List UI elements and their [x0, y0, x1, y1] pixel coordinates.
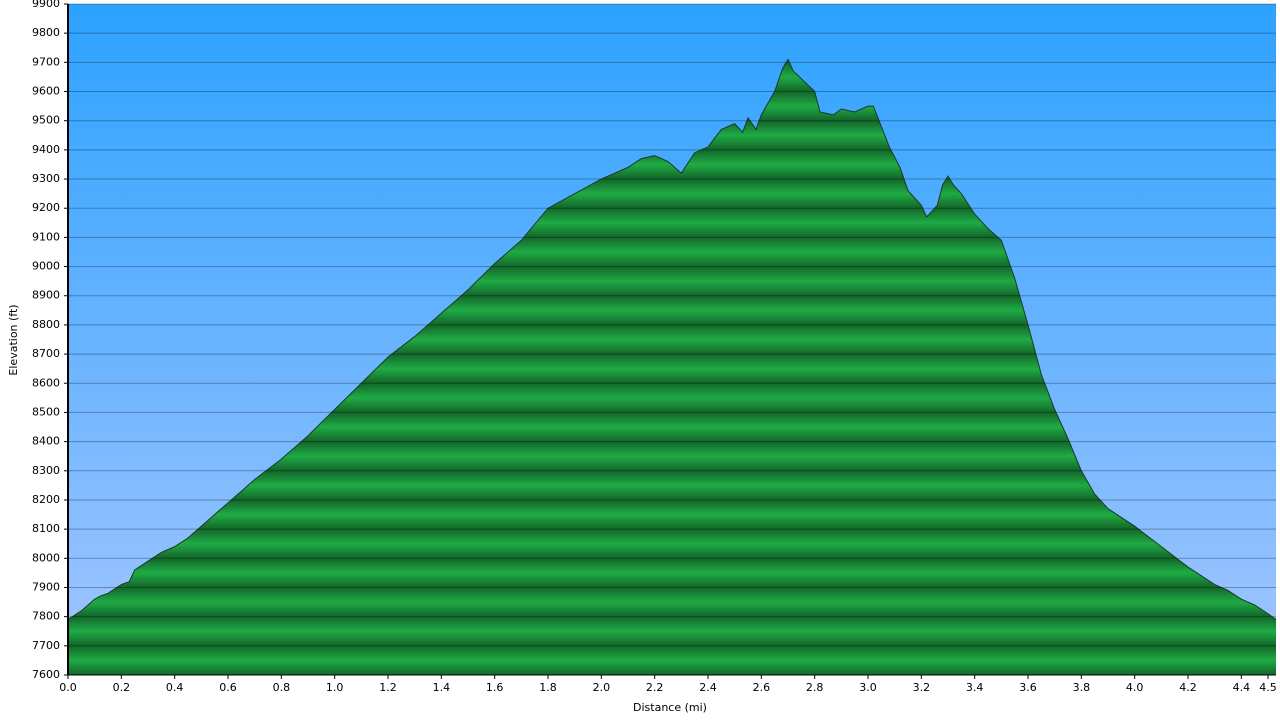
x-tick-label: 2.2: [646, 681, 664, 694]
y-tick-label: 8400: [32, 435, 60, 448]
y-tick-label: 7800: [32, 610, 60, 623]
x-tick-label: 3.2: [913, 681, 931, 694]
y-tick-label: 8000: [32, 551, 60, 564]
x-tick-label: 3.6: [1019, 681, 1037, 694]
y-tick-label: 8300: [32, 464, 60, 477]
y-tick-label: 9200: [32, 201, 60, 214]
y-tick-label: 9600: [32, 85, 60, 98]
y-tick-label: 9700: [32, 55, 60, 68]
x-tick-label: 2.8: [806, 681, 824, 694]
y-tick-label: 7600: [32, 668, 60, 681]
y-tick-label: 8700: [32, 347, 60, 360]
y-tick-label: 8100: [32, 522, 60, 535]
y-tick-label: 9400: [32, 143, 60, 156]
y-tick-label: 9900: [32, 0, 60, 10]
y-tick-label: 9300: [32, 172, 60, 185]
y-tick-label: 9100: [32, 230, 60, 243]
y-tick-label: 9500: [32, 114, 60, 127]
x-tick-label: 4.5: [1259, 681, 1277, 694]
y-tick-label: 9000: [32, 260, 60, 273]
x-tick-label: 0.4: [166, 681, 184, 694]
y-tick-label: 7900: [32, 580, 60, 593]
x-tick-label: 1.0: [326, 681, 344, 694]
y-axis-label: Elevation (ft): [7, 304, 20, 375]
x-tick-label: 0.8: [273, 681, 291, 694]
x-tick-label: 2.6: [753, 681, 771, 694]
x-tick-label: 1.8: [539, 681, 557, 694]
x-tick-label: 3.0: [859, 681, 877, 694]
x-tick-label: 1.4: [433, 681, 451, 694]
y-tick-label: 8500: [32, 405, 60, 418]
y-tick-label: 9800: [32, 26, 60, 39]
y-tick-label: 8900: [32, 289, 60, 302]
y-tick-label: 8600: [32, 376, 60, 389]
x-tick-label: 3.4: [966, 681, 984, 694]
elevation-line: [67, 58, 1277, 620]
y-tick-label: 8200: [32, 493, 60, 506]
x-tick-label: 3.8: [1073, 681, 1091, 694]
y-tick-label: 8800: [32, 318, 60, 331]
x-tick-label: 0.6: [219, 681, 237, 694]
x-tick-label: 1.2: [379, 681, 397, 694]
x-tick-label: 1.6: [486, 681, 504, 694]
x-tick-label: 4.0: [1126, 681, 1144, 694]
x-tick-label: 2.0: [593, 681, 611, 694]
x-axis-label: Distance (mi): [633, 701, 707, 714]
x-tick-label: 4.4: [1233, 681, 1251, 694]
x-tick-label: 4.2: [1179, 681, 1197, 694]
x-tick-label: 2.4: [699, 681, 717, 694]
y-tick-label: 7700: [32, 639, 60, 652]
x-tick-label: 0.2: [113, 681, 131, 694]
x-tick-label: 0.0: [59, 681, 77, 694]
